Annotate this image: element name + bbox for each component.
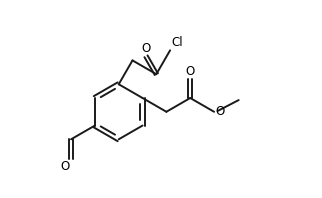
Text: O: O [141, 42, 151, 55]
Text: O: O [60, 160, 70, 172]
Text: O: O [185, 65, 195, 78]
Text: Cl: Cl [171, 36, 183, 49]
Text: O: O [215, 105, 224, 118]
